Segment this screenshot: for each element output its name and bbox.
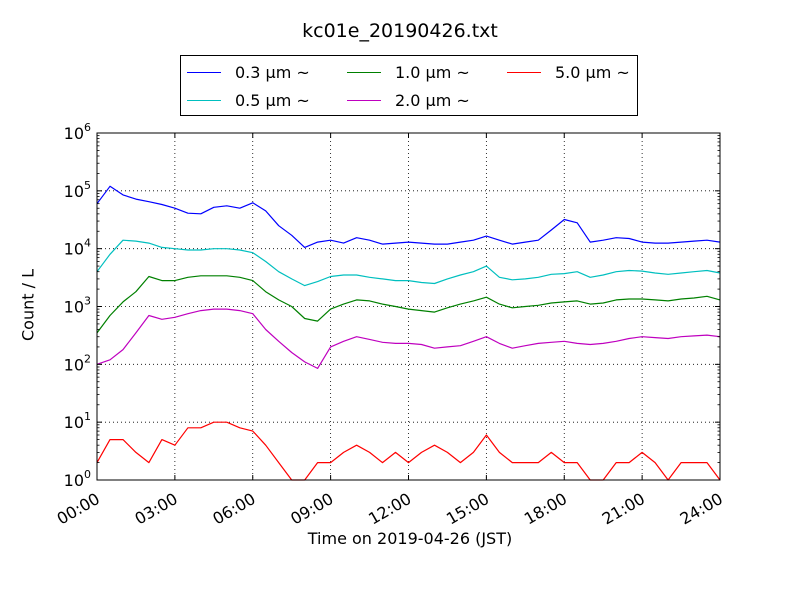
x-tick-label: 06:00 [209,489,258,529]
series-line-0 [96,185,721,248]
x-tick-label: 03:00 [131,489,180,529]
x-axis-label: Time on 2019-04-26 (JST) [307,529,513,548]
chart-title: kc01e_20190426.txt [302,20,498,42]
x-tick-label: 09:00 [287,489,336,529]
legend-label: 5.0 μm ~ [555,62,630,82]
legend-item-0.5um: 0.5 μm ~ [187,90,310,110]
legend-label: 0.3 μm ~ [235,62,310,82]
y-tick-label: 100 [64,468,91,490]
legend-swatch [187,71,221,73]
x-tick-label: 24:00 [677,489,726,529]
y-tick-label: 104 [64,237,91,259]
series-line-2 [96,275,721,334]
legend: 0.3 μm ~ 0.5 μm ~ 1.0 μm ~ 2.0 μm ~ 5.0 … [180,55,638,116]
legend-label: 2.0 μm ~ [395,90,470,110]
y-tick-label: 106 [64,121,91,143]
series-line-4 [96,421,721,481]
y-tick-label: 102 [64,352,91,374]
y-tick-label: 103 [64,295,91,317]
legend-swatch [507,71,541,73]
y-axis-label: Count / L [18,269,38,341]
legend-swatch [347,99,381,101]
y-tick-label: 101 [64,410,91,432]
series-line-3 [96,308,721,369]
axis-ticks: 100 101 102 103 104 105 106 00:00 03:00 06:00 09:0… [54,121,726,529]
legend-swatch [347,71,381,73]
series-lines [96,185,721,481]
legend-label: 0.5 μm ~ [235,90,310,110]
x-tick-label: 15:00 [443,489,492,529]
y-tick-label: 105 [64,179,91,201]
legend-item-1.0um: 1.0 μm ~ [347,62,470,82]
legend-item-0.3um: 0.3 μm ~ [187,62,310,82]
legend-swatch [187,99,221,101]
x-tick-label: 00:00 [54,489,103,529]
x-tick-label: 18:00 [521,489,570,529]
legend-label: 1.0 μm ~ [395,62,470,82]
legend-item-5.0um: 5.0 μm ~ [507,62,630,82]
series-line-1 [96,239,721,287]
legend-item-2.0um: 2.0 μm ~ [347,90,470,110]
x-tick-label: 12:00 [365,489,414,529]
x-tick-label: 21:00 [599,489,648,529]
